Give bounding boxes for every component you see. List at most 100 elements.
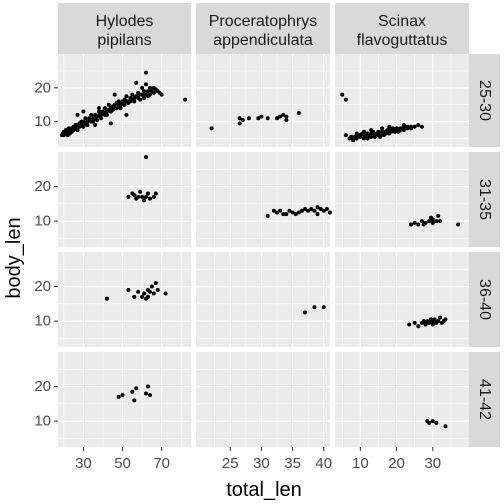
data-point bbox=[118, 106, 123, 111]
data-point bbox=[116, 394, 121, 399]
data-point bbox=[104, 296, 109, 301]
y-tick-label: 10 bbox=[34, 413, 51, 430]
data-point bbox=[416, 222, 421, 227]
data-point bbox=[419, 124, 424, 129]
y-tick-label: 20 bbox=[34, 178, 51, 195]
data-point bbox=[409, 222, 414, 227]
y-tick-label: 20 bbox=[34, 378, 51, 395]
strip-bg-hylodes bbox=[58, 3, 191, 54]
data-point bbox=[405, 124, 410, 129]
data-point bbox=[387, 124, 392, 129]
panel-proceratophrys-r1 bbox=[196, 54, 330, 147]
data-point bbox=[427, 320, 432, 325]
panels bbox=[58, 54, 469, 447]
data-point bbox=[144, 391, 149, 396]
data-point bbox=[290, 210, 295, 215]
strip-bg-r2 bbox=[469, 152, 500, 247]
data-point bbox=[278, 208, 283, 213]
y-tick-label: 10 bbox=[34, 213, 51, 230]
strip-label-line: flavoguttatus bbox=[357, 32, 448, 49]
data-point bbox=[142, 291, 147, 296]
data-point bbox=[145, 89, 150, 94]
panel-bg bbox=[196, 252, 330, 347]
data-point bbox=[321, 305, 326, 310]
data-point bbox=[102, 106, 107, 111]
y-axis: 10 20 10 20 10 20 10 20 bbox=[34, 79, 58, 430]
data-point bbox=[306, 208, 311, 213]
panel-scinax-r2 bbox=[335, 152, 469, 247]
panel-proceratophrys-r4 bbox=[196, 352, 330, 447]
data-point bbox=[120, 393, 125, 398]
x-tick-label: 10 bbox=[352, 455, 369, 472]
data-point bbox=[443, 424, 448, 429]
data-point bbox=[296, 210, 301, 215]
data-point bbox=[275, 116, 280, 121]
data-point bbox=[430, 220, 435, 225]
data-point bbox=[383, 131, 388, 136]
data-point bbox=[132, 99, 137, 104]
y-tick-label: 20 bbox=[34, 278, 51, 295]
x-tick-label: 30 bbox=[253, 455, 270, 472]
x-tick-label: 30 bbox=[75, 455, 92, 472]
data-point bbox=[358, 134, 363, 139]
data-point bbox=[140, 194, 145, 199]
y-tick-label: 10 bbox=[34, 113, 51, 130]
strip-bg-r3 bbox=[469, 252, 500, 347]
panel-bg bbox=[335, 152, 469, 247]
strip-label-hylodes: Hylodes pipilans bbox=[96, 13, 154, 49]
data-point bbox=[237, 121, 242, 126]
data-point bbox=[324, 207, 329, 211]
data-point bbox=[116, 99, 121, 104]
data-point bbox=[430, 419, 435, 424]
panel-proceratophrys-r2 bbox=[196, 152, 332, 247]
data-point bbox=[126, 194, 131, 199]
data-point bbox=[114, 106, 119, 111]
panel-hylodes-r4 bbox=[58, 352, 191, 447]
data-point bbox=[343, 97, 348, 102]
data-point bbox=[140, 92, 145, 97]
data-point bbox=[151, 291, 156, 296]
data-point bbox=[409, 124, 414, 129]
panel-bg bbox=[196, 152, 330, 247]
data-point bbox=[136, 289, 141, 294]
data-point bbox=[365, 136, 370, 141]
data-point bbox=[75, 112, 80, 117]
data-point bbox=[416, 324, 421, 329]
data-point bbox=[147, 393, 152, 398]
data-point bbox=[369, 128, 374, 133]
x-tick-label: 50 bbox=[114, 455, 131, 472]
data-point bbox=[401, 128, 406, 133]
data-point bbox=[144, 70, 149, 75]
data-point bbox=[108, 121, 113, 126]
data-point bbox=[271, 208, 276, 213]
data-point bbox=[354, 136, 359, 141]
data-point bbox=[142, 95, 147, 100]
data-point bbox=[456, 222, 461, 227]
data-point bbox=[354, 131, 359, 136]
data-point bbox=[97, 109, 102, 114]
data-point bbox=[412, 320, 417, 325]
data-point bbox=[138, 189, 143, 194]
data-point bbox=[147, 196, 152, 201]
data-point bbox=[83, 116, 88, 121]
data-point bbox=[149, 284, 154, 289]
data-point bbox=[81, 109, 86, 114]
data-point bbox=[145, 191, 150, 196]
data-point bbox=[153, 191, 158, 196]
strip-bg-r1 bbox=[469, 54, 500, 147]
data-point bbox=[376, 129, 381, 134]
data-point bbox=[436, 319, 441, 324]
panel-scinax-r4 bbox=[335, 352, 469, 447]
panel-bg bbox=[196, 54, 330, 147]
data-point bbox=[130, 92, 135, 97]
data-point bbox=[287, 208, 292, 213]
data-point bbox=[144, 155, 149, 160]
data-point bbox=[159, 92, 164, 97]
data-point bbox=[434, 219, 439, 224]
data-point bbox=[246, 116, 251, 121]
data-point bbox=[423, 322, 428, 327]
data-point bbox=[93, 123, 98, 128]
data-point bbox=[142, 89, 147, 94]
panel-scinax-r3 bbox=[335, 252, 469, 347]
data-point bbox=[145, 294, 150, 299]
